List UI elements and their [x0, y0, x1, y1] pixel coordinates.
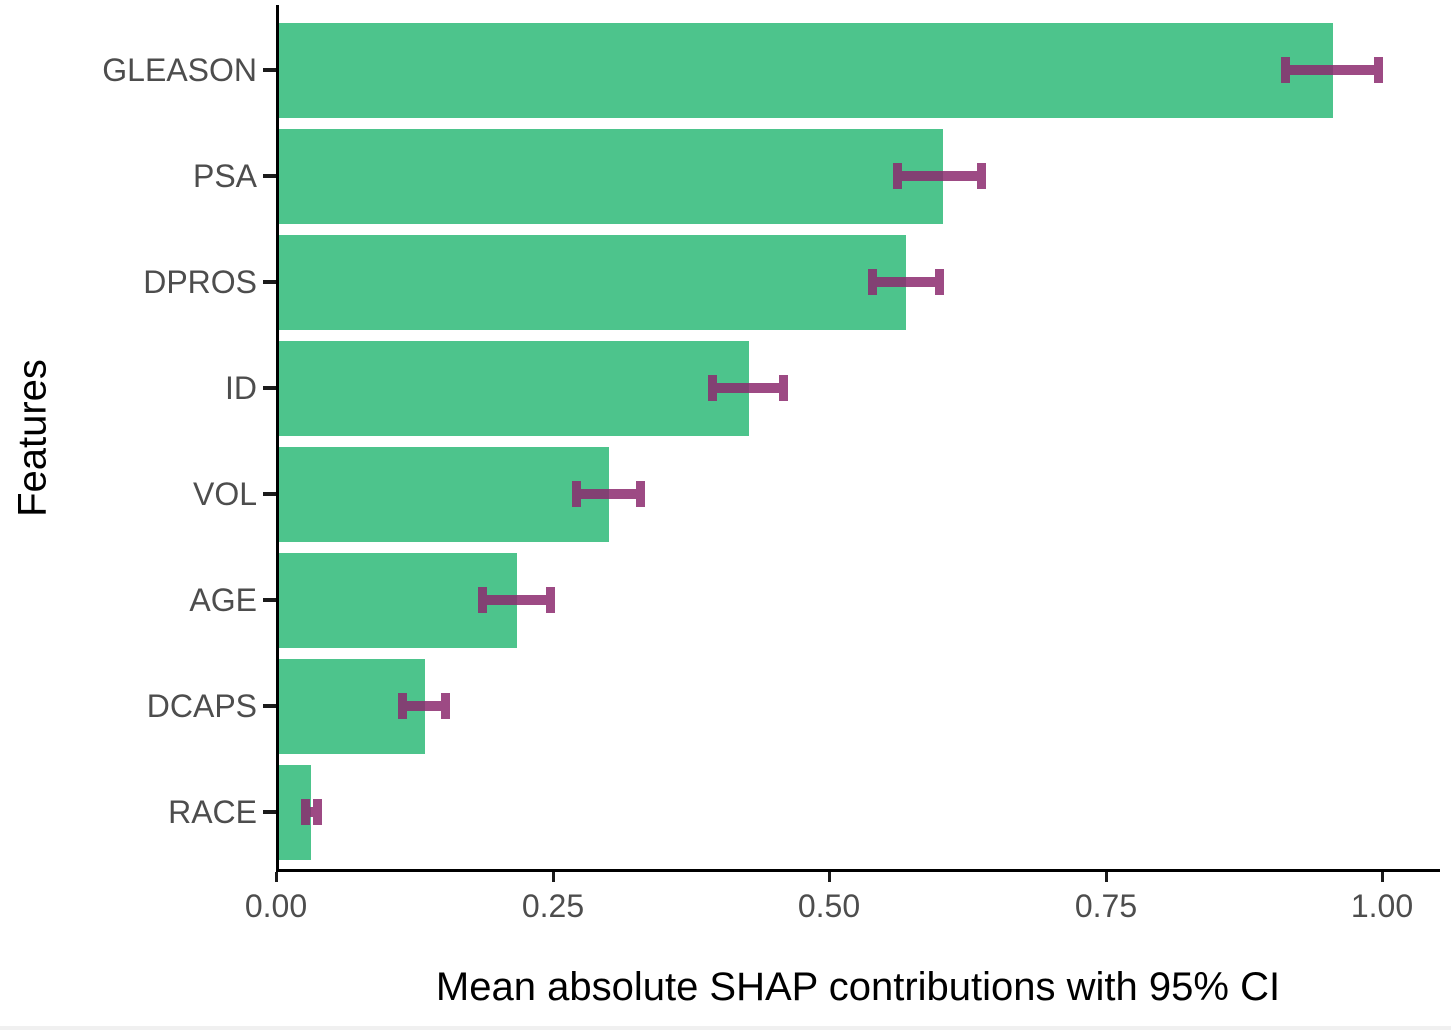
y-tick-mark — [263, 492, 276, 496]
x-tick-label-1.00: 1.00 — [1350, 888, 1414, 924]
errorbar-cap-right — [313, 799, 322, 825]
x-axis-title: Mean absolute SHAP contributions with 95… — [435, 965, 1281, 1009]
y-tick-label-psa: PSA — [192, 158, 257, 194]
errorbar-dcaps — [398, 693, 450, 719]
bar-age — [279, 552, 517, 648]
y-tick-label-vol: VOL — [192, 476, 257, 512]
errorbar-line — [1290, 65, 1374, 75]
x-tick-label-0.75: 0.75 — [1074, 888, 1138, 924]
errorbar-line — [902, 171, 977, 181]
errorbar-cap-right — [1374, 57, 1383, 83]
x-tick-label-0.25: 0.25 — [521, 888, 585, 924]
y-tick-label-dcaps: DCAPS — [146, 688, 257, 724]
y-tick-mark — [263, 386, 276, 390]
y-tick-label-id: ID — [225, 370, 257, 406]
y-tick-label-dpros: DPROS — [143, 264, 257, 300]
x-tick-mark — [275, 872, 278, 882]
bar-psa — [279, 128, 943, 224]
errorbar-id — [708, 375, 788, 401]
errorbar-cap-right — [636, 481, 645, 507]
x-tick-label-0.50: 0.50 — [797, 888, 861, 924]
bar-id — [279, 340, 749, 436]
y-tick-mark — [263, 598, 276, 602]
x-tick-mark — [552, 872, 555, 882]
x-tick-mark — [828, 872, 831, 882]
errorbar-cap-left — [708, 375, 717, 401]
errorbar-cap-left — [1281, 57, 1290, 83]
y-tick-label-age: AGE — [189, 582, 257, 618]
bar-dpros — [279, 234, 906, 330]
errorbar-cap-right — [779, 375, 788, 401]
errorbar-age — [478, 587, 555, 613]
errorbar-cap-left — [301, 799, 310, 825]
errorbar-line — [581, 489, 636, 499]
x-tick-mark — [1105, 872, 1108, 882]
errorbar-cap-left — [868, 269, 877, 295]
errorbar-cap-right — [546, 587, 555, 613]
errorbar-line — [487, 595, 546, 605]
errorbar-line — [310, 807, 313, 817]
y-tick-mark — [263, 704, 276, 708]
y-tick-label-gleason: GLEASON — [102, 52, 257, 88]
errorbar-line — [877, 277, 935, 287]
y-tick-mark — [263, 810, 276, 814]
y-tick-label-race: RACE — [168, 794, 257, 830]
bottom-edge-strip — [0, 1026, 1451, 1030]
errorbar-gleason — [1281, 57, 1383, 83]
y-tick-mark — [263, 174, 276, 178]
plot-area — [276, 5, 1440, 872]
errorbar-line — [407, 701, 441, 711]
errorbar-race — [301, 799, 322, 825]
errorbar-psa — [893, 163, 986, 189]
errorbar-cap-right — [935, 269, 944, 295]
errorbar-dpros — [868, 269, 944, 295]
errorbar-cap-left — [572, 481, 581, 507]
errorbar-cap-left — [398, 693, 407, 719]
x-tick-mark — [1381, 872, 1384, 882]
y-tick-mark — [263, 68, 276, 72]
bar-gleason — [279, 22, 1333, 118]
errorbar-cap-left — [893, 163, 902, 189]
errorbar-cap-right — [977, 163, 986, 189]
errorbar-vol — [572, 481, 645, 507]
errorbar-cap-left — [478, 587, 487, 613]
x-tick-label-0.00: 0.00 — [244, 888, 308, 924]
errorbar-line — [717, 383, 779, 393]
errorbar-cap-right — [441, 693, 450, 719]
y-tick-mark — [263, 280, 276, 284]
bar-vol — [279, 446, 609, 542]
